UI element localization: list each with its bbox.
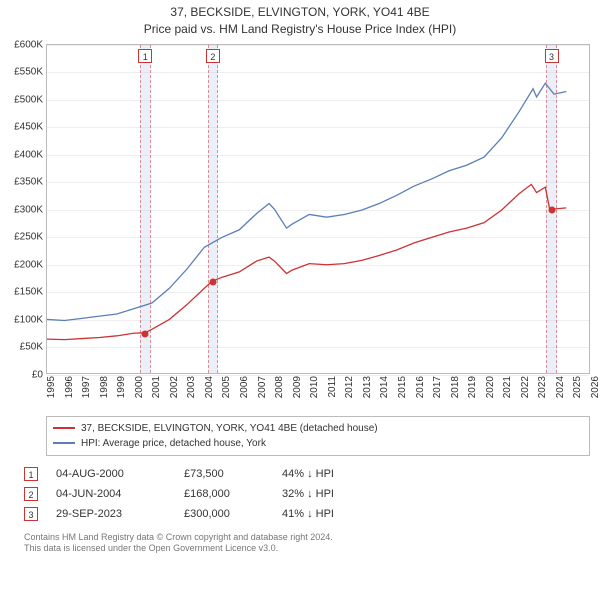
x-axis-label: 2008: [274, 376, 285, 398]
x-axis-label: 2024: [555, 376, 566, 398]
tx-price: £73,500: [184, 468, 264, 480]
x-axis-label: 2003: [186, 376, 197, 398]
y-axis-label: £350K: [14, 177, 47, 188]
legend-label: 37, BECKSIDE, ELVINGTON, YORK, YO41 4BE …: [81, 421, 378, 436]
tx-pct: 41% ↓ HPI: [282, 508, 382, 520]
title-line-2: Price paid vs. HM Land Registry's House …: [0, 21, 600, 38]
x-axis-label: 2014: [379, 376, 390, 398]
legend-label: HPI: Average price, detached house, York: [81, 436, 266, 451]
y-axis-label: £0: [32, 369, 47, 380]
x-axis-label: 2005: [221, 376, 232, 398]
tx-pct: 44% ↓ HPI: [282, 468, 382, 480]
x-axis-label: 2009: [292, 376, 303, 398]
y-axis-label: £200K: [14, 259, 47, 270]
chart-container: 37, BECKSIDE, ELVINGTON, YORK, YO41 4BE …: [0, 0, 600, 590]
x-axis-label: 1999: [116, 376, 127, 398]
y-axis-label: £400K: [14, 149, 47, 160]
x-axis-label: 2025: [572, 376, 583, 398]
legend-swatch: [53, 427, 75, 429]
x-axis-label: 1998: [99, 376, 110, 398]
tx-date: 04-JUN-2004: [56, 488, 166, 500]
x-axis-label: 2000: [134, 376, 145, 398]
tx-date: 04-AUG-2000: [56, 468, 166, 480]
x-axis-label: 2012: [344, 376, 355, 398]
y-axis-label: £600K: [14, 39, 47, 50]
x-axis-labels: 1995 1996 1997 1998 1999 2000 2001 2002 2003 2004…: [46, 374, 590, 410]
transactions-table: 1 04-AUG-2000 £73,500 44% ↓ HPI 2 04-JUN…: [24, 464, 590, 524]
table-row: 2 04-JUN-2004 £168,000 32% ↓ HPI: [24, 484, 590, 504]
x-axis-label: 2004: [204, 376, 215, 398]
title-line-1: 37, BECKSIDE, ELVINGTON, YORK, YO41 4BE: [0, 4, 600, 21]
series-line: [47, 83, 566, 320]
y-axis-label: £500K: [14, 94, 47, 105]
x-axis-label: 2023: [537, 376, 548, 398]
tx-date: 29-SEP-2023: [56, 508, 166, 520]
y-axis-label: £50K: [20, 342, 47, 353]
footer-line: Contains HM Land Registry data © Crown c…: [24, 532, 590, 544]
x-axis-label: 1997: [81, 376, 92, 398]
tx-marker-box: 3: [24, 507, 38, 521]
title-area: 37, BECKSIDE, ELVINGTON, YORK, YO41 4BE …: [0, 0, 600, 40]
tx-marker-box: 1: [24, 467, 38, 481]
tx-marker-box: 2: [24, 487, 38, 501]
legend: 37, BECKSIDE, ELVINGTON, YORK, YO41 4BE …: [46, 416, 590, 456]
table-row: 1 04-AUG-2000 £73,500 44% ↓ HPI: [24, 464, 590, 484]
x-axis-label: 1995: [46, 376, 57, 398]
x-axis-label: 2006: [239, 376, 250, 398]
y-axis-label: £150K: [14, 287, 47, 298]
x-axis-label: 2022: [520, 376, 531, 398]
footer-line: This data is licensed under the Open Gov…: [24, 543, 590, 555]
line-layer: [47, 45, 589, 373]
series-line: [47, 184, 566, 339]
x-axis-label: 1996: [64, 376, 75, 398]
x-axis-label: 2020: [485, 376, 496, 398]
x-axis-label: 2002: [169, 376, 180, 398]
y-axis-label: £300K: [14, 204, 47, 215]
x-axis-label: 2017: [432, 376, 443, 398]
y-axis-label: £100K: [14, 314, 47, 325]
tx-pct: 32% ↓ HPI: [282, 488, 382, 500]
tx-price: £168,000: [184, 488, 264, 500]
x-axis-label: 2019: [467, 376, 478, 398]
legend-item: HPI: Average price, detached house, York: [53, 436, 583, 451]
footer-attribution: Contains HM Land Registry data © Crown c…: [24, 532, 590, 555]
table-row: 3 29-SEP-2023 £300,000 41% ↓ HPI: [24, 504, 590, 524]
x-axis-label: 2011: [327, 376, 338, 398]
x-axis-label: 2013: [362, 376, 373, 398]
x-axis-label: 2016: [415, 376, 426, 398]
x-axis-label: 2018: [450, 376, 461, 398]
y-axis-label: £550K: [14, 67, 47, 78]
x-axis-label: 2021: [502, 376, 513, 398]
x-axis-label: 2015: [397, 376, 408, 398]
x-axis-label: 2007: [257, 376, 268, 398]
x-axis-label: 2026: [590, 376, 600, 398]
tx-price: £300,000: [184, 508, 264, 520]
x-axis-label: 2001: [151, 376, 162, 398]
y-axis-label: £250K: [14, 232, 47, 243]
chart-plot-area: £0£50K£100K£150K£200K£250K£300K£350K£400…: [46, 44, 590, 374]
x-axis-label: 2010: [309, 376, 320, 398]
legend-swatch: [53, 442, 75, 444]
legend-item: 37, BECKSIDE, ELVINGTON, YORK, YO41 4BE …: [53, 421, 583, 436]
y-axis-label: £450K: [14, 122, 47, 133]
